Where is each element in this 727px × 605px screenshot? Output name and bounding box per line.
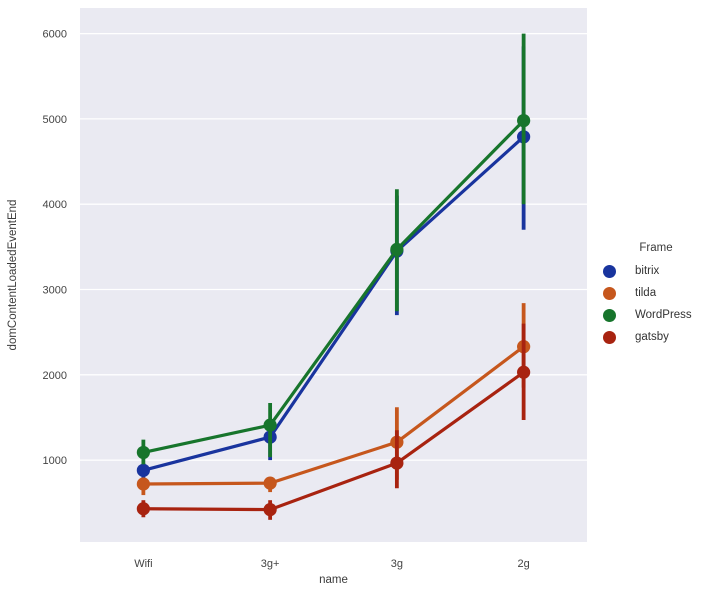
data-point-WordPress-3g+ [263,418,277,432]
series-line-gatsby [143,370,525,512]
legend-label: tilda [635,287,657,299]
data-point-bitrix-Wifi [136,463,150,477]
legend-item-gatsby: gatsby [601,326,711,348]
legend-item-tilda: tilda [601,282,711,304]
x-tick-label: Wifi [134,558,152,570]
y-tick-label: 3000 [43,285,67,297]
legend-item-bitrix: bitrix [601,260,711,282]
legend-marker-icon [603,308,616,322]
series-line-WordPress [143,119,525,454]
data-point-WordPress-3g [390,242,404,257]
legend-label: gatsby [635,331,669,343]
legend-label: WordPress [635,309,692,321]
y-tick-label: 2000 [43,370,67,382]
plot-area [80,8,587,542]
data-point-gatsby-2g [517,365,531,379]
legend-marker-icon [603,330,616,344]
data-point-tilda-3g+ [263,476,277,490]
legend-marker-icon [603,264,616,278]
x-tick-label: 3g [391,558,403,570]
y-tick-label: 6000 [43,29,67,41]
y-tick-label: 5000 [43,114,67,126]
data-point-WordPress-Wifi [136,445,150,460]
legend-item-wordpress: WordPress [601,304,711,326]
data-point-gatsby-Wifi [136,502,150,516]
data-point-gatsby-3g [390,456,404,470]
series-line-bitrix [142,135,525,472]
y-tick-label: 1000 [43,455,67,467]
x-tick-label: 3g+ [261,558,280,570]
data-point-gatsby-3g+ [263,502,277,517]
data-point-WordPress-2g [517,114,531,128]
data-point-tilda-Wifi [136,477,150,491]
y-tick-label: 4000 [43,199,67,211]
legend: Frame bitrix tilda WordPress gatsby [601,242,711,348]
legend-label: bitrix [635,265,660,277]
x-tick-label: 2g [518,558,530,570]
legend-marker-icon [603,286,616,300]
series-line-tilda [143,345,525,486]
y-axis-label: domContentLoadedEventEnd [7,200,19,351]
x-axis-label: name [319,574,348,586]
legend-title: Frame [639,242,673,254]
